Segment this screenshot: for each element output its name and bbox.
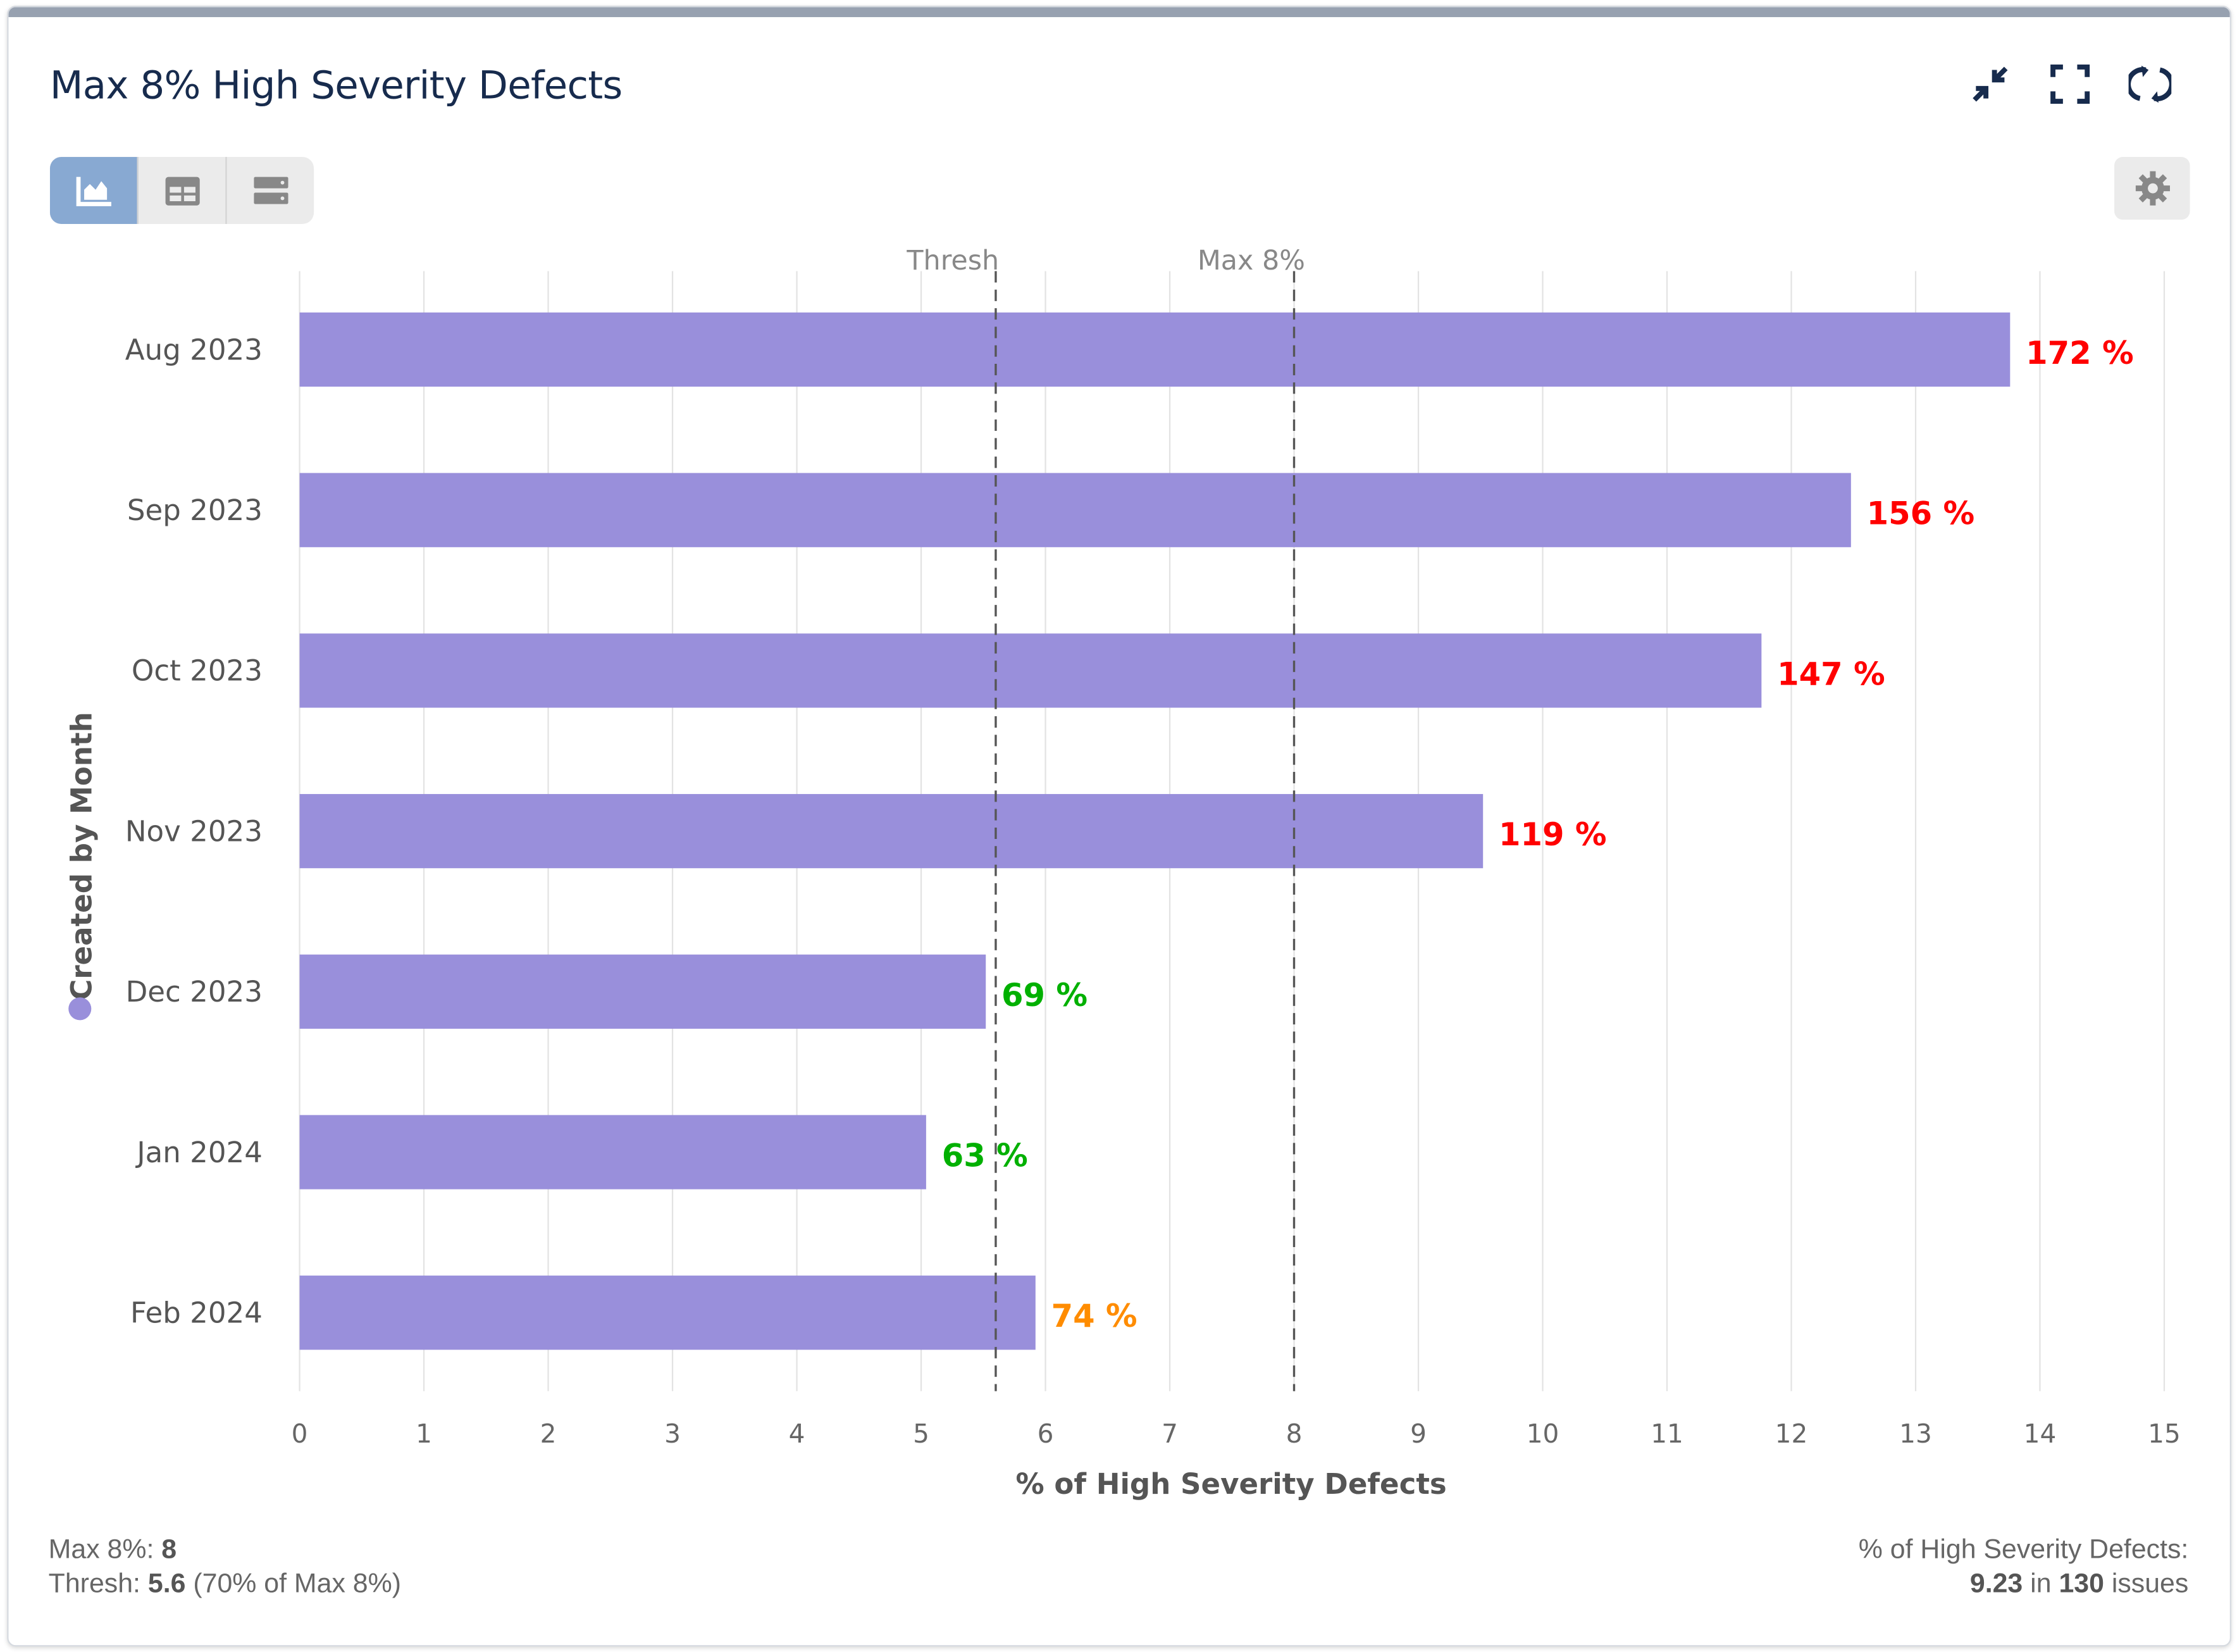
summary-in: in <box>2030 1569 2052 1599</box>
x-tick-label: 1 <box>416 1419 432 1449</box>
thresh-label: Thresh: <box>48 1569 140 1599</box>
table-icon <box>164 176 199 205</box>
collapse-icon[interactable] <box>1967 61 2013 107</box>
x-tick-label: 5 <box>913 1419 929 1449</box>
bar <box>299 1276 1036 1350</box>
data-label: 63 % <box>942 1138 1028 1174</box>
y-axis-title: Created by Month <box>65 712 98 1000</box>
thresh-value: 5.6 <box>147 1569 186 1599</box>
x-tick-label: 0 <box>292 1419 308 1449</box>
max-value: 8 <box>161 1535 177 1565</box>
x-tick-label: 8 <box>1286 1419 1303 1449</box>
bar <box>299 954 986 1029</box>
y-tick-label: Dec 2023 <box>126 975 263 1009</box>
data-label: 69 % <box>1001 977 1088 1014</box>
server-list-icon <box>253 176 288 204</box>
card-top-bar <box>8 7 2230 18</box>
x-tick-label: 6 <box>1038 1419 1054 1449</box>
x-tick-label: 2 <box>540 1419 557 1449</box>
bar <box>299 312 2011 387</box>
x-tick-label: 4 <box>789 1419 805 1449</box>
x-tick-label: 12 <box>1775 1419 1808 1449</box>
x-tick-label: 10 <box>1527 1419 1559 1449</box>
footer-right: % of High Severity Defects: 9.23 in 130 … <box>1859 1534 2189 1602</box>
settings-button[interactable] <box>2114 157 2190 220</box>
area-chart-icon <box>75 176 111 206</box>
x-tick-label: 15 <box>2148 1419 2181 1449</box>
chart-view-button[interactable] <box>49 157 139 225</box>
list-view-button[interactable] <box>227 157 314 224</box>
y-tick-label: Sep 2023 <box>127 494 263 527</box>
y-tick-label: Oct 2023 <box>132 654 263 688</box>
summary-label: % of High Severity Defects: <box>1858 1535 2189 1565</box>
bar <box>299 633 1762 708</box>
table-view-button[interactable] <box>139 157 227 225</box>
fullscreen-icon[interactable] <box>2047 61 2093 107</box>
legend-marker <box>68 997 92 1021</box>
thresh-note: (70% of Max 8%) <box>193 1569 402 1599</box>
x-tick-label: 7 <box>1162 1419 1178 1449</box>
x-tick-label: 11 <box>1651 1419 1683 1449</box>
max-label: Max 8%: <box>48 1535 154 1565</box>
bar <box>299 793 1484 869</box>
refresh-icon[interactable] <box>2127 61 2172 107</box>
x-tick-label: 9 <box>1410 1419 1427 1449</box>
x-axis-title: % of High Severity Defects <box>1016 1467 1447 1501</box>
y-tick-label: Jan 2024 <box>135 1136 263 1169</box>
x-tick-label: 14 <box>2024 1419 2057 1449</box>
reference-line-label: Thresh <box>906 245 999 276</box>
summary-unit: issues <box>2111 1569 2189 1599</box>
gear-icon <box>2135 171 2169 206</box>
x-tick-label: 3 <box>664 1419 681 1449</box>
data-label: 156 % <box>1867 495 1975 532</box>
summary-value: 9.23 <box>1969 1569 2023 1599</box>
y-tick-label: Aug 2023 <box>125 333 263 366</box>
data-label: 74 % <box>1051 1298 1137 1334</box>
reference-line-label: Max 8% <box>1198 245 1305 276</box>
x-tick-label: 13 <box>1899 1419 1932 1449</box>
data-label: 172 % <box>2026 335 2134 371</box>
bar <box>299 1115 926 1189</box>
bar <box>299 473 1851 547</box>
data-label: 119 % <box>1499 816 1607 853</box>
chart-title: Max 8% High Severity Defects <box>49 64 623 109</box>
y-tick-label: Feb 2024 <box>130 1296 263 1329</box>
y-tick-label: Nov 2023 <box>125 814 263 848</box>
summary-count: 130 <box>2059 1569 2104 1599</box>
data-label: 147 % <box>1777 655 1885 692</box>
view-switcher <box>49 157 314 225</box>
footer-left: Max 8%: 8 Thresh: 5.6 (70% of Max 8%) <box>49 1534 401 1602</box>
